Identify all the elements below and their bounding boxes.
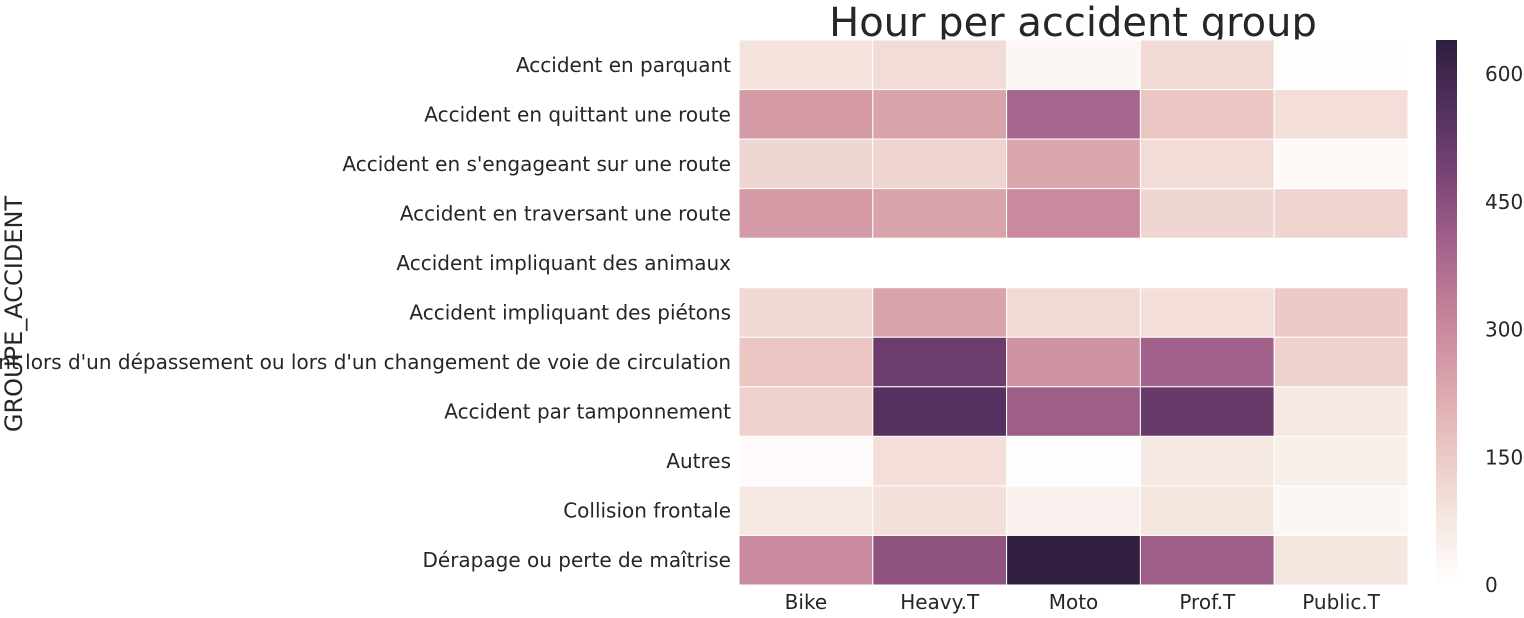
colorbar-tick-label: 600 <box>1485 62 1523 86</box>
heatmap-cell <box>1139 336 1275 388</box>
row-label: Accident en traversant une route <box>400 201 731 225</box>
heatmap-cell <box>872 39 1008 91</box>
heatmap-cell <box>872 534 1008 586</box>
heatmap-cell <box>1006 188 1141 239</box>
row-label: Accident par tamponnement <box>444 400 731 424</box>
heatmap-cell <box>1139 138 1275 190</box>
heatmap-cell <box>1139 39 1275 91</box>
row-label: Accident en quittant une route <box>424 102 731 126</box>
colorbar <box>1436 40 1457 585</box>
row-label: Collision frontale <box>563 499 731 523</box>
y-axis-label: GROUPE_ACCIDENT <box>0 196 28 433</box>
row-label: Autres <box>666 449 731 473</box>
row-label: Accident en s'engageant sur une route <box>342 152 731 176</box>
heatmap-cell <box>872 138 1008 190</box>
row-label: Accident en parquant <box>516 53 731 77</box>
column-label: Prof.T <box>1179 590 1236 614</box>
heatmap-cell <box>738 39 874 91</box>
heatmap-cell <box>1273 39 1409 91</box>
heatmap-cell <box>1273 435 1409 487</box>
heatmap-cell <box>1273 287 1409 338</box>
chart-title: Hour per accident group <box>829 0 1317 46</box>
row-label: Accident impliquant des animaux <box>396 251 731 275</box>
heatmap-cell <box>1273 386 1409 437</box>
heatmap-cell <box>1006 39 1141 91</box>
heatmap-cell <box>872 386 1008 437</box>
heatmap-cell <box>1139 89 1275 140</box>
heatmap-cell <box>1139 435 1275 487</box>
heatmap-cell <box>738 287 874 338</box>
heatmap-cell <box>1006 534 1141 586</box>
heatmap-cell <box>1006 485 1141 536</box>
colorbar-tick-label: 150 <box>1485 445 1523 469</box>
heatmap-cell <box>1273 138 1409 190</box>
heatmap-cell <box>1006 287 1141 338</box>
heatmap-cell <box>872 89 1008 140</box>
heatmap-cell <box>738 435 874 487</box>
heatmap-cell <box>738 188 874 239</box>
heatmap-cell <box>738 89 874 140</box>
heatmap-cell <box>1273 485 1409 536</box>
heatmap-cell <box>738 138 874 190</box>
heatmap-cell <box>872 336 1008 388</box>
heatmap-cell <box>872 485 1008 536</box>
heatmap-cell <box>872 188 1008 239</box>
row-labels: Accident en parquant Accident en quittant… <box>0 53 731 572</box>
heatmap-cell <box>738 534 874 586</box>
column-labels: Bike Heavy.T Moto Prof.T Public.T <box>785 590 1381 614</box>
heatmap-cell <box>1273 89 1409 140</box>
heatmap-cell <box>738 485 874 536</box>
heatmap-cell <box>738 336 874 388</box>
heatmap-cell <box>1139 485 1275 536</box>
column-label: Public.T <box>1302 590 1381 614</box>
column-label: Heavy.T <box>900 590 980 614</box>
heatmap-cell <box>1006 336 1141 388</box>
colorbar-tick-label: 450 <box>1485 190 1523 214</box>
heatmap-cell <box>1139 386 1275 437</box>
heatmap-cell <box>1006 138 1141 190</box>
heatmap-cell <box>872 287 1008 338</box>
heatmap-cell <box>738 386 874 437</box>
row-label: Accident impliquant des piétons <box>409 301 731 325</box>
heatmap-cell <box>872 435 1008 487</box>
row-label: Dérapage ou perte de maîtrise <box>423 548 732 572</box>
heatmap-cell <box>1006 89 1141 140</box>
column-label: Bike <box>785 590 827 614</box>
heatmap-cell <box>1006 435 1141 487</box>
colorbar-ticks: 0 150 300 450 600 <box>1485 62 1523 597</box>
colorbar-tick-label: 0 <box>1485 573 1498 597</box>
heatmap-cells <box>738 39 1409 586</box>
heatmap-cell <box>1273 336 1409 388</box>
row-label: Accident lors d'un dépassement ou lors d… <box>0 350 731 374</box>
colorbar-tick-label: 300 <box>1485 318 1523 342</box>
heatmap-cell <box>1273 188 1409 239</box>
heatmap-cell <box>1139 534 1275 586</box>
heatmap-cell <box>1139 287 1275 338</box>
column-label: Moto <box>1049 590 1099 614</box>
heatmap-cell <box>1006 386 1141 437</box>
heatmap-cell <box>1273 534 1409 586</box>
heatmap-cell <box>1139 188 1275 239</box>
